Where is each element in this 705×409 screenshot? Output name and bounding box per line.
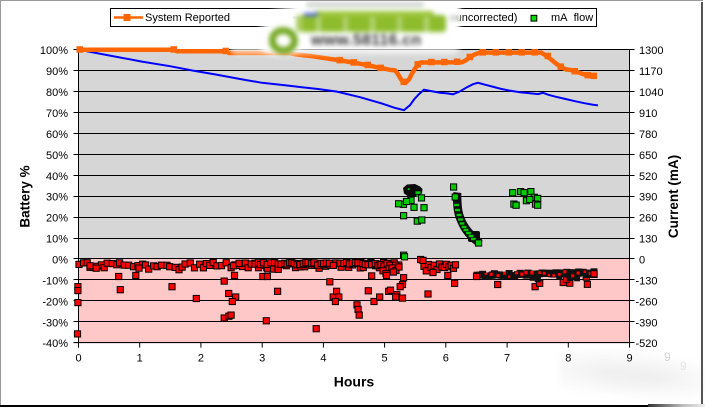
svg-text:100%: 100% [40,45,68,57]
svg-text:-390: -390 [636,317,658,329]
svg-text:10%: 10% [46,234,68,246]
svg-text:-40%: -40% [42,338,68,350]
svg-text:910: 910 [639,108,657,120]
svg-text:1040: 1040 [639,87,663,99]
svg-text:5: 5 [382,353,388,365]
svg-text:Current (mA): Current (mA) [666,155,681,238]
svg-text:130: 130 [639,234,657,246]
svg-text:8: 8 [565,353,571,365]
svg-text:-10%: -10% [42,275,68,287]
svg-text:7: 7 [504,353,510,365]
svg-text:0: 0 [639,255,645,267]
svg-text:260: 260 [639,213,657,225]
svg-text:Hours: Hours [334,374,375,390]
svg-text:20%: 20% [46,213,68,225]
svg-text:System Reported: System Reported [145,12,230,24]
svg-text:780: 780 [639,129,657,141]
svg-text:90%: 90% [46,66,68,78]
svg-text:-20%: -20% [42,296,68,308]
svg-text:1300: 1300 [639,45,663,57]
svg-text:40%: 40% [46,171,68,183]
svg-text:3: 3 [259,353,265,365]
svg-text:9: 9 [626,353,632,365]
svg-text:-130: -130 [636,275,658,287]
svg-text:70%: 70% [46,108,68,120]
svg-text:1170: 1170 [639,66,663,78]
svg-text:-30%: -30% [42,317,68,329]
svg-text:Battery %: Battery % [18,165,33,227]
svg-text:2: 2 [198,353,204,365]
svg-text:60%: 60% [46,129,68,141]
svg-text:390: 390 [639,192,657,204]
svg-text:0%: 0% [52,255,68,267]
svg-text:6: 6 [443,353,449,365]
svg-text:-520: -520 [636,338,658,350]
svg-text:520: 520 [639,171,657,183]
svg-text:mA flow: mA flow [551,12,593,24]
svg-text:-260: -260 [636,296,658,308]
svg-text:50%: 50% [46,150,68,162]
svg-text:650: 650 [639,150,657,162]
svg-text:30%: 30% [46,192,68,204]
svg-text:80%: 80% [46,87,68,99]
svg-text:1: 1 [137,353,143,365]
svg-text:0: 0 [75,353,81,365]
svg-text:4: 4 [320,353,326,365]
